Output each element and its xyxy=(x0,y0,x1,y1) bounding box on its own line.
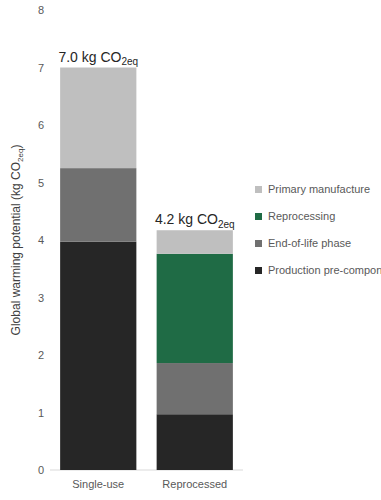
bars xyxy=(60,68,233,471)
legend-swatch xyxy=(255,213,262,220)
y-tick-label: 1 xyxy=(38,407,44,419)
y-tick xyxy=(47,10,50,11)
y-tick-label: 2 xyxy=(38,349,44,361)
y-tick-label: 8 xyxy=(38,4,44,16)
legend-label: Primary manufacture xyxy=(268,183,370,195)
y-tick xyxy=(47,182,50,183)
total-annotation: 4.2 kg CO2eq xyxy=(155,211,235,230)
y-tick xyxy=(47,355,50,356)
y-tick-label: 7 xyxy=(38,62,44,74)
y-tick-label: 4 xyxy=(38,234,44,246)
legend-swatch xyxy=(255,186,262,193)
y-tick xyxy=(47,470,50,471)
bar-segment xyxy=(60,168,136,242)
y-tick-label: 5 xyxy=(38,177,44,189)
legend-label: Reprocessing xyxy=(268,210,335,222)
y-tick xyxy=(47,67,50,68)
legend-label: End-of-life phase xyxy=(268,237,351,249)
y-tick-label: 0 xyxy=(38,464,44,476)
bar-segment xyxy=(157,363,233,414)
y-tick-label: 3 xyxy=(38,292,44,304)
y-tick xyxy=(47,125,50,126)
bar-segment xyxy=(60,68,136,169)
legend: Primary manufacture Reprocessing End-of-li… xyxy=(255,183,381,276)
chart: 0 1 2 3 4 5 6 7 8 Single-use Reprocessed 7.0 kg CO2… xyxy=(0,0,381,500)
x-tick-label: Reprocessed xyxy=(162,478,227,490)
bar-segment xyxy=(157,414,233,470)
y-tick-label: 6 xyxy=(38,119,44,131)
total-annotation: 7.0 kg CO2eq xyxy=(58,49,138,68)
y-axis-label: Global warming potential (kg CO2eq) xyxy=(9,145,25,336)
y-tick xyxy=(47,297,50,298)
legend-swatch xyxy=(255,240,262,247)
y-tick xyxy=(47,240,50,241)
bar-segment xyxy=(157,254,233,363)
y-tick xyxy=(47,412,50,413)
x-tick-label: Single-use xyxy=(72,478,124,490)
legend-swatch xyxy=(255,267,262,274)
legend-label: Production pre-components xyxy=(268,264,381,276)
bar-segment xyxy=(157,230,233,254)
bar-segment xyxy=(60,242,136,470)
